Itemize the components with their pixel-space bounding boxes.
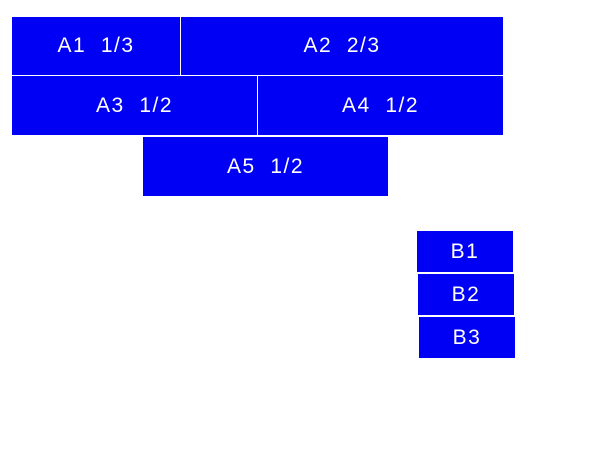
button-a4[interactable]: A4 1/2 (258, 76, 503, 135)
button-a2[interactable]: A2 2/3 (181, 17, 503, 75)
button-a5[interactable]: A5 1/2 (143, 137, 388, 196)
button-b2[interactable]: B2 (418, 274, 514, 315)
button-a1[interactable]: A1 1/3 (12, 17, 180, 75)
button-b1[interactable]: B1 (417, 231, 513, 272)
button-b3[interactable]: B3 (419, 317, 515, 358)
button-a3[interactable]: A3 1/2 (12, 76, 257, 135)
